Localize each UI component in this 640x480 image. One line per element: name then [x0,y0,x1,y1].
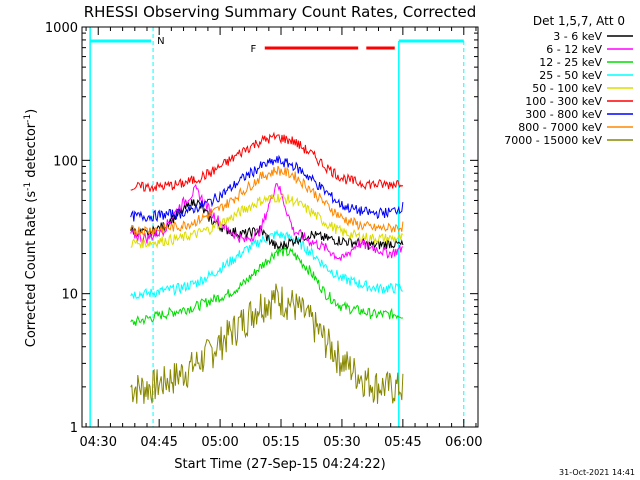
y-axis-label-sup2: -1 [23,114,33,123]
series-line-6 [130,154,404,223]
n-marker-label: N [157,36,164,47]
y-axis-label-sup1: -1 [23,182,33,191]
legend-label: 12 - 25 keV [539,56,602,69]
x-axis-label: Start Time (27-Sep-15 04:24:22) [174,457,385,472]
series-line-3 [130,229,403,300]
y-tick-label: 1 [70,421,78,436]
series-line-4 [130,193,404,249]
y-tick-label: 10 [61,288,78,303]
x-tick-label: 06:00 [445,435,482,450]
y-axis-label-part2: detector [24,122,39,182]
series-line-0 [130,199,404,251]
series-line-1 [130,182,404,261]
x-tick-label: 05:45 [384,435,421,450]
legend-label: 7000 - 15000 keV [504,134,602,147]
x-tick-label: 04:45 [140,435,177,450]
y-axis-label-part3: ) [24,109,39,114]
timestamp: 31-Oct-2021 14:41 [559,468,635,477]
legend-label: 800 - 7000 keV [518,121,602,134]
x-tick-label: 05:00 [201,435,238,450]
x-tick-label: 05:30 [323,435,360,450]
legend-title: Det 1,5,7, Att 0 [533,14,625,28]
series-line-2 [130,245,403,326]
legend-label: 6 - 12 keV [546,43,602,56]
chart-title: RHESSI Observing Summary Count Rates, Co… [84,3,477,21]
legend-label: 25 - 50 keV [539,69,602,82]
plot-frame [81,26,479,428]
x-tick-label: 05:15 [262,435,299,450]
legend-label: 100 - 300 keV [525,95,602,108]
plot-area: N F 1 10 100 1000 04:30 04:45 05:00 05:15 05:30 05:… [45,21,483,450]
series-line-5 [130,131,404,193]
legend-label: 3 - 6 keV [553,30,602,43]
x-tick-label: 04:30 [80,435,117,450]
series-line-7 [130,165,404,237]
series-line-8 [130,283,404,404]
legend-label: 300 - 800 keV [525,108,602,121]
y-axis-label: Corrected Count Rate (s-1 detector-1) [23,109,39,347]
y-axis-label-part1: Corrected Count Rate (s [24,191,39,348]
legend-label: 50 - 100 keV [532,82,602,95]
f-marker-label: F [251,44,257,55]
y-tick-label: 1000 [45,21,78,36]
y-tick-label: 100 [53,154,78,169]
